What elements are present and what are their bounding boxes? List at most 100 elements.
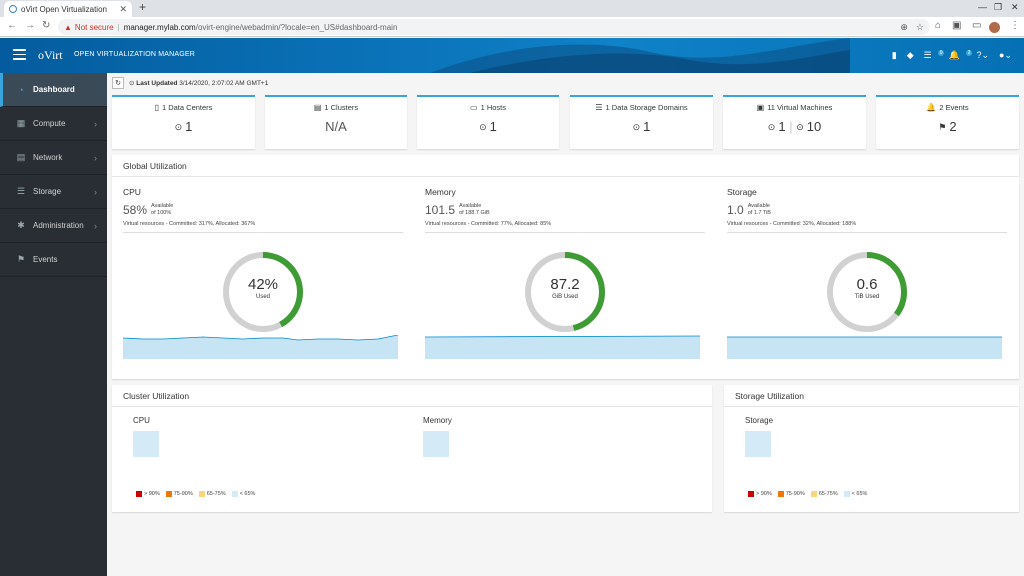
- warning-icon: ▲: [64, 22, 72, 32]
- refresh-button[interactable]: ↻: [112, 77, 124, 89]
- card-value[interactable]: 1: [643, 119, 651, 134]
- close-tab-icon[interactable]: ✕: [119, 3, 127, 14]
- donut-unit: TiB Used: [854, 294, 880, 300]
- storage-sparkline[interactable]: [727, 335, 1002, 359]
- refresh-icon: ↻: [115, 80, 121, 87]
- chevron-right-icon: ›: [94, 186, 97, 197]
- minimize-icon[interactable]: —: [978, 2, 987, 12]
- sidebar-item-storage[interactable]: ☰ Storage ›: [0, 175, 107, 209]
- card-clusters[interactable]: ▤ 1 Clusters N/A: [265, 95, 407, 149]
- forward-icon[interactable]: →: [25, 20, 35, 31]
- available-of: of 188.7 GiB: [459, 210, 490, 216]
- available-of: of 1.7 TiB: [747, 210, 771, 216]
- user-menu-icon[interactable]: ●⌄: [999, 50, 1012, 60]
- donut-used-arc: [525, 252, 605, 332]
- arrow-up-circle-icon: ⊙: [767, 122, 776, 132]
- legend-swatch: [843, 491, 850, 497]
- storage-heatmap-cell[interactable]: [745, 431, 771, 457]
- flag-icon: ⚑: [16, 254, 26, 264]
- card-value-wrap: ⊙ 1: [112, 119, 255, 134]
- tag-icon[interactable]: ◆: [906, 50, 914, 60]
- back-icon[interactable]: ←: [7, 20, 17, 31]
- extension2-icon[interactable]: ▣: [952, 20, 962, 31]
- card-title-wrap: ▭ 1 Hosts: [417, 103, 559, 112]
- card-title[interactable]: 11 Virtual Machines: [767, 103, 833, 112]
- util-storage: Storage 1.0 Available of 1.7 TiB Virtual …: [727, 187, 1007, 359]
- browser-tabstrip: oVirt Open Virtualization ✕ + — ❐ ✕: [0, 0, 1024, 17]
- not-secure-label[interactable]: Not secure: [74, 22, 114, 32]
- card-data-centers[interactable]: ▯ 1 Data Centers ⊙ 1: [112, 95, 255, 149]
- maximize-icon[interactable]: ❐: [994, 2, 1003, 12]
- product-name: OPEN VIRTUALIZATION MANAGER: [74, 51, 196, 58]
- cast-icon[interactable]: ▭: [972, 20, 982, 31]
- card-value[interactable]: 1: [185, 119, 193, 134]
- cluster-icon: ▤: [313, 103, 322, 112]
- card-title[interactable]: 1 Hosts: [480, 103, 506, 112]
- hamburger-menu-icon[interactable]: [13, 49, 26, 60]
- reload-icon[interactable]: ↻: [42, 20, 51, 31]
- close-window-icon[interactable]: ✕: [1011, 2, 1019, 12]
- card-title[interactable]: 1 Clusters: [324, 103, 359, 112]
- memory-donut-chart[interactable]: [522, 249, 608, 335]
- virtual-resources: Virtual resources - Committed: 317%, All…: [123, 221, 403, 233]
- heatmap-legend: > 90% 75-90% 65-75% < 65%: [748, 491, 867, 497]
- last-updated: ⊙ Last Updated 3/14/2020, 2:07:02 AM GMT…: [129, 80, 269, 87]
- card-title-wrap: ▯ 1 Data Centers: [112, 103, 255, 112]
- extension-icon[interactable]: ⌂: [935, 20, 942, 31]
- cluster-cpu-heatmap-cell[interactable]: [133, 431, 159, 457]
- chrome-menu-icon[interactable]: ⋮: [1010, 20, 1020, 31]
- card-value-wrap: ⊙ 1: [570, 119, 713, 134]
- sidebar-item-compute[interactable]: ▦ Compute ›: [0, 107, 107, 141]
- card-value[interactable]: 2: [949, 119, 957, 134]
- sidebar-item-label: Dashboard: [33, 85, 75, 94]
- card-title-wrap: ☰ 1 Data Storage Domains: [570, 103, 713, 112]
- sidebar-item-events[interactable]: ⚑ Events: [0, 243, 107, 277]
- events-badge: 2: [965, 50, 973, 56]
- avail-row: 1.0 Available of 1.7 TiB: [727, 203, 1007, 217]
- legend-label: 65-75%: [818, 491, 838, 497]
- card-title[interactable]: 1 Data Storage Domains: [605, 103, 688, 112]
- arrow-up-circle-icon: ⊙: [632, 122, 641, 132]
- cpu-donut-chart[interactable]: [220, 249, 306, 335]
- storage-donut-chart[interactable]: [824, 249, 910, 335]
- brand-logo[interactable]: oVirt: [38, 48, 63, 62]
- database-icon: ☰: [595, 103, 603, 112]
- card-title-wrap: ▤ 1 Clusters: [265, 103, 407, 112]
- divider: |: [789, 119, 793, 134]
- card-value[interactable]: 1: [489, 119, 497, 134]
- donut-value: 0.6: [856, 276, 878, 293]
- chrome-profile-avatar[interactable]: [989, 22, 1000, 33]
- sidebar-item-administration[interactable]: ✱ Administration ›: [0, 209, 107, 243]
- vm-down-count[interactable]: 10: [806, 119, 822, 134]
- address-bar[interactable]: ▲ Not secure | manager.mylab.com/ovirt-e…: [58, 19, 930, 35]
- url-path: /ovirt-engine/webadmin/?locale=en_US#das…: [195, 22, 398, 32]
- card-events[interactable]: 🔔 2 Events ⚑ 2: [876, 95, 1019, 149]
- available-of: of 100%: [151, 210, 172, 216]
- card-hosts[interactable]: ▭ 1 Hosts ⊙ 1: [417, 95, 559, 149]
- legend-label: > 90%: [756, 491, 772, 497]
- bookmark-icon[interactable]: ▮: [891, 50, 897, 60]
- memory-sparkline[interactable]: [425, 335, 700, 359]
- browser-tab[interactable]: oVirt Open Virtualization ✕: [4, 1, 132, 17]
- zoom-icon[interactable]: ⊕: [900, 21, 908, 32]
- help-icon[interactable]: ?⌄: [976, 50, 990, 60]
- card-title[interactable]: 2 Events: [939, 103, 969, 112]
- legend-label: > 90%: [144, 491, 160, 497]
- tasks-icon[interactable]: ☰ 0: [923, 50, 945, 60]
- cpu-sparkline[interactable]: [123, 335, 398, 359]
- donut-unit: GiB Used: [552, 294, 578, 300]
- sidebar-item-dashboard[interactable]: ◔ Dashboard: [0, 73, 107, 107]
- dashboard-icon: ◔: [18, 84, 24, 95]
- bookmark-star-icon[interactable]: ☆: [915, 21, 924, 32]
- building-icon: ▯: [154, 103, 159, 112]
- card-virtual-machines[interactable]: ▣ 11 Virtual Machines ⊙ 1 | ⊙ 10: [723, 95, 866, 149]
- notifications-bell-icon[interactable]: 🔔 2: [948, 50, 973, 60]
- sparkline-area: [425, 336, 700, 359]
- vm-up-count[interactable]: 1: [778, 119, 786, 134]
- cluster-memory-heatmap-cell[interactable]: [423, 431, 449, 457]
- card-storage-domains[interactable]: ☰ 1 Data Storage Domains ⊙ 1: [570, 95, 713, 149]
- sidebar-item-label: Storage: [33, 187, 62, 196]
- card-title[interactable]: 1 Data Centers: [161, 103, 213, 112]
- sidebar-item-network[interactable]: ▤ Network ›: [0, 141, 107, 175]
- new-tab-icon[interactable]: +: [139, 0, 147, 14]
